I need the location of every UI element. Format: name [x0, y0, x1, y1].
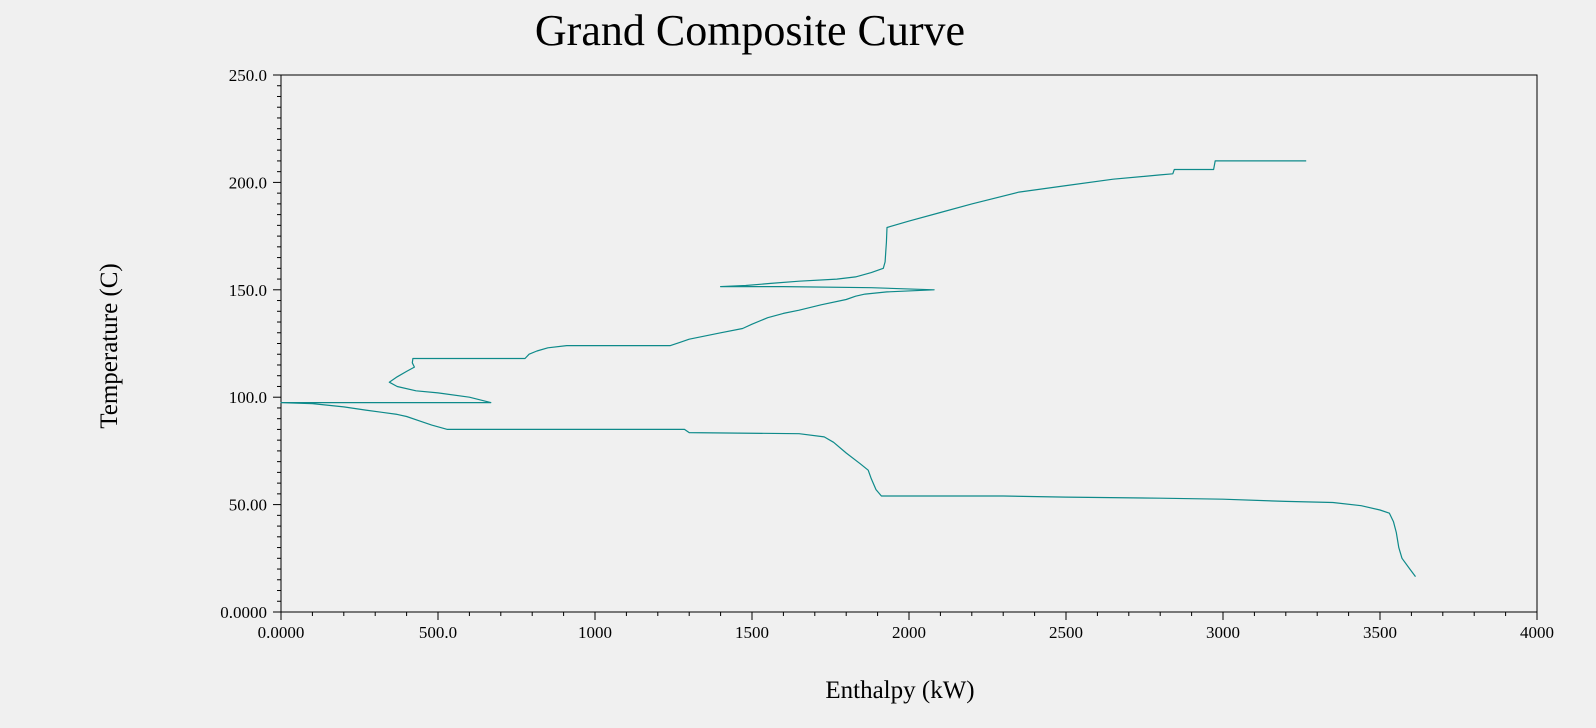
y-tick-label: 150.0 — [229, 281, 267, 300]
y-tick-label: 100.0 — [229, 388, 267, 407]
y-axis: 0.0000 50.00 100.0 150.0 200.0 250.0 — [220, 66, 281, 622]
x-tick-label: 3000 — [1206, 623, 1240, 642]
chart-title: Grand Composite Curve — [535, 6, 965, 55]
gcc-series-line — [280, 160, 1416, 577]
x-tick-label: 1500 — [735, 623, 769, 642]
y-tick-label: 0.0000 — [220, 603, 267, 622]
x-tick-label: 4000 — [1520, 623, 1554, 642]
x-tick-label: 2000 — [892, 623, 926, 642]
plot-frame — [280, 74, 1538, 613]
y-axis-label: Temperature (C) — [96, 263, 123, 429]
x-axis: 0.0000 500.0 1000 1500 2000 2500 3000 3500 4000 — [258, 612, 1554, 642]
x-axis-label: Enthalpy (kW) — [825, 677, 974, 704]
x-tick-label: 0.0000 — [258, 623, 305, 642]
y-tick-label: 200.0 — [229, 173, 267, 192]
x-tick-label: 1000 — [578, 623, 612, 642]
y-tick-label: 50.00 — [229, 496, 267, 515]
x-tick-label: 500.0 — [419, 623, 457, 642]
y-tick-label: 250.0 — [229, 66, 267, 85]
x-tick-label: 3500 — [1363, 623, 1397, 642]
x-tick-label: 2500 — [1049, 623, 1083, 642]
series-group — [280, 160, 1416, 577]
